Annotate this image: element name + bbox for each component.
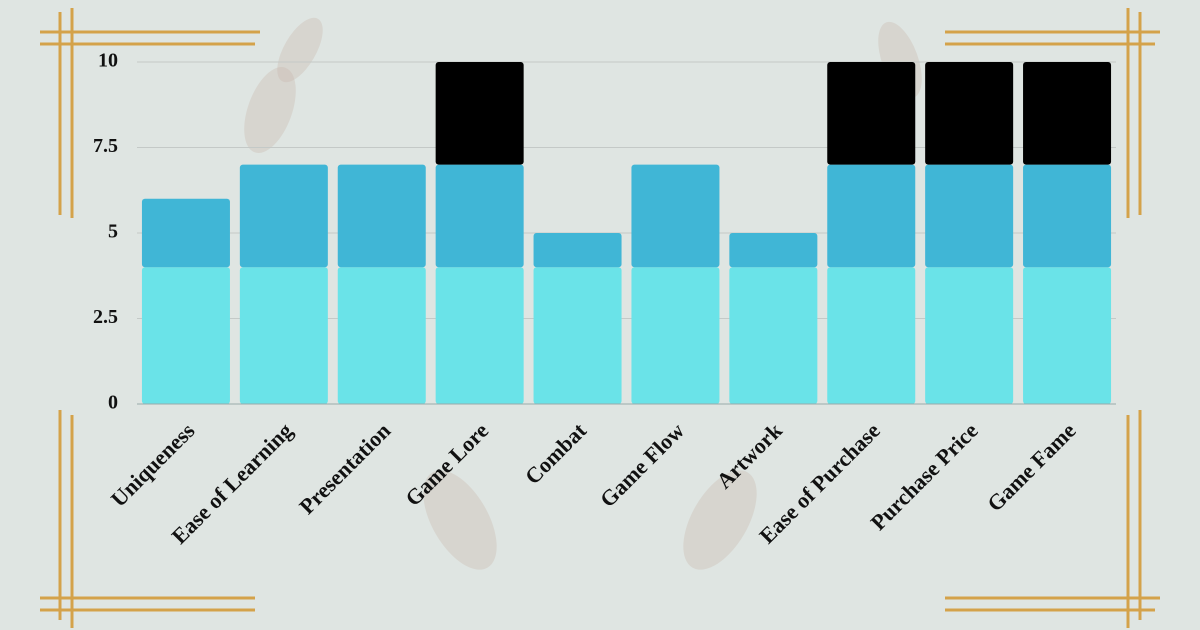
bar-segment: [827, 164, 916, 268]
bar-segment: [337, 267, 426, 404]
bar-segment: [827, 62, 916, 165]
x-tick-label: Game Fame: [982, 418, 1081, 517]
bar-segment: [1023, 267, 1112, 404]
bar-segment: [827, 267, 916, 404]
bar-segment: [239, 267, 328, 404]
bar-segment: [239, 164, 328, 268]
y-tick-label: 10: [98, 50, 118, 72]
bar-segment: [1023, 62, 1112, 165]
bar-segment: [141, 198, 230, 268]
bar-segment: [337, 164, 426, 268]
bar-segment: [1023, 164, 1112, 268]
y-tick-label: 0: [108, 392, 118, 414]
y-tick-label: 7.5: [93, 135, 118, 157]
bar-segment: [729, 267, 818, 404]
bar-segment: [533, 267, 622, 404]
bar-segment: [925, 164, 1014, 268]
bar-segment: [925, 267, 1014, 404]
y-tick-label: 5: [108, 221, 118, 243]
bar-segment: [435, 267, 524, 404]
bar-segment: [631, 267, 720, 404]
x-tick-label: Combat: [520, 417, 592, 489]
bar-segment: [729, 233, 818, 268]
decoration: [40, 8, 1160, 628]
bar-segment: [533, 233, 622, 268]
x-tick-label: Uniqueness: [106, 418, 200, 512]
bar-segment: [141, 267, 230, 404]
bar-segment: [925, 62, 1014, 165]
x-tick-label: Presentation: [294, 418, 395, 519]
bar-segment: [435, 164, 524, 268]
x-tick-label: Game Flow: [595, 418, 689, 512]
bar-segment: [631, 164, 720, 268]
y-tick-label: 2.5: [93, 306, 118, 328]
bar-segment: [435, 62, 524, 165]
